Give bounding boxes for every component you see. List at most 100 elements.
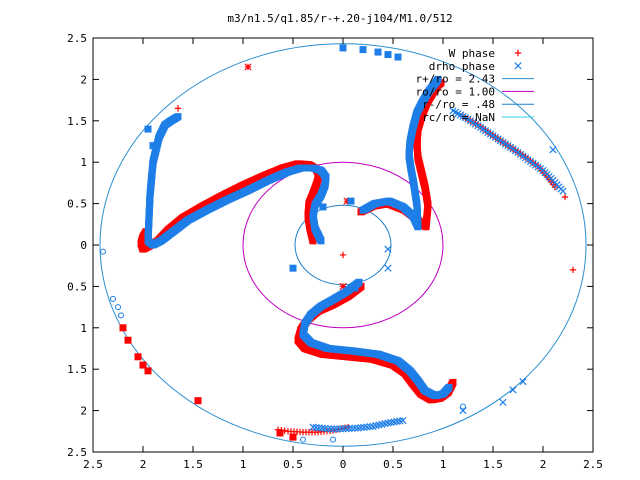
legend-label-2: r+/ro = 2.43 — [416, 73, 495, 86]
series-0-outlier-3 — [561, 193, 569, 201]
series-1-outlier-2 — [115, 304, 121, 311]
series-1-outlier-11 — [384, 264, 392, 272]
legend-label-1: drho phase — [429, 60, 495, 73]
series-0-outlier-7 — [289, 433, 297, 441]
series-0-outlier-9 — [339, 282, 347, 290]
series-1-arm-2-tail-16 — [357, 424, 365, 432]
circle-1 — [242, 161, 444, 329]
series-0-outlier-12 — [139, 361, 147, 369]
series-1-outlier-5 — [144, 125, 152, 133]
series-1 — [100, 44, 567, 443]
series-1-arm-2-tail-9 — [336, 425, 344, 433]
y-tick-label-2: 1.5 — [67, 115, 87, 128]
series-1-outlier-14 — [359, 46, 367, 54]
series-0-outlier-1 — [174, 105, 182, 112]
series-1-arm-2-tail-17 — [360, 423, 368, 431]
series-1-arm-2-tail-19 — [366, 423, 374, 431]
series-1-outlier-3 — [118, 312, 124, 319]
series-1-arm-2-tail-4 — [321, 424, 329, 433]
series-0-outlier-8 — [343, 197, 351, 205]
data-points — [100, 44, 577, 443]
series-1-outlier-16 — [384, 51, 392, 59]
series-0-outlier-14 — [119, 324, 127, 332]
chart-title: m3/n1.5/q1.85/r-+.20-j104/M1.0/512 — [227, 12, 452, 25]
series-1-arm-2-tail-6 — [327, 425, 335, 433]
y-tick-label-6: 0.5 — [67, 280, 87, 293]
series-1-outlier-15 — [374, 48, 382, 56]
series-0-outlier-0 — [244, 63, 252, 71]
y-tick-label-0: 2.5 — [67, 32, 87, 45]
series-1-arm-2-tail-0 — [309, 423, 317, 431]
series-1-outlier-19 — [319, 203, 327, 211]
series-1-arm-2-tail-3 — [318, 424, 326, 432]
series-1-outlier-23 — [300, 436, 306, 443]
series-1-arm-2-tail-8 — [333, 425, 341, 433]
plot-frame — [92, 37, 594, 453]
x-tick-label-9: 2 — [540, 458, 547, 471]
y-tick-label-8: 1.5 — [67, 363, 87, 376]
series-0-outlier-13 — [144, 367, 152, 375]
y-tick-label-9: 2 — [80, 405, 87, 418]
series-1-outlier-18 — [347, 197, 355, 205]
x-tick-label-1: 2 — [140, 458, 147, 471]
series-1-arm-2-tail-11 — [342, 425, 350, 433]
legend-symbol-0 — [514, 49, 522, 57]
series-0-outlier-2 — [569, 266, 577, 274]
series-1-outlier-20 — [351, 284, 359, 292]
series-1-arm-2-tail-30 — [399, 416, 407, 425]
series-1-arm-0-point-291 — [174, 113, 182, 121]
series-1-outlier-12 — [384, 245, 392, 253]
x-tick-label-4: 0.5 — [283, 458, 303, 471]
legend-label-4: r-/ro = .48 — [422, 98, 495, 111]
series-1-outlier-7 — [499, 398, 507, 406]
series-1-outlier-8 — [509, 386, 517, 394]
legend-symbol-1 — [514, 62, 522, 70]
series-1-arm-2-tail-1 — [312, 423, 320, 432]
x-tick-label-10: 2.5 — [583, 458, 603, 471]
y-tick-label-4: 0.5 — [67, 198, 87, 211]
series-1-arm-2-tail-14 — [351, 424, 359, 432]
series-0-arm-2-point-194 — [449, 378, 457, 386]
x-tick-label-6: 0.5 — [383, 458, 403, 471]
series-1-outlier-22 — [330, 436, 336, 443]
series-0-outlier-6 — [276, 429, 284, 437]
series-1-outlier-10 — [549, 146, 557, 154]
series-1-outlier-24 — [460, 403, 466, 410]
series-1-arm-2-tail-15 — [354, 424, 362, 432]
series-1-arm-1-tail-46 — [559, 187, 567, 195]
series-1-arm-1-point-159 — [434, 75, 442, 83]
series-1-arm-2-tail-12 — [345, 424, 353, 433]
x-tick-label-7: 1 — [440, 458, 447, 471]
series-1-outlier-17 — [394, 53, 402, 61]
series-1-outlier-4 — [149, 142, 157, 150]
x-tick-label-2: 1.5 — [183, 458, 203, 471]
x-tick-label-3: 1 — [240, 458, 247, 471]
y-tick-label-5: 0 — [80, 239, 87, 252]
series-1-outlier-1 — [110, 295, 116, 302]
series-1-arm-2-tail-10 — [339, 425, 347, 433]
series-1-outlier-9 — [519, 377, 527, 386]
series-1-arm-2-point-179 — [445, 383, 453, 391]
series-1-arm-2-tail-2 — [315, 424, 323, 432]
legend-label-3: ro/ro = 1.00 — [416, 85, 495, 98]
series-0-outlier-11 — [134, 353, 142, 361]
series-1-arm-2-tail-13 — [348, 424, 356, 432]
series-1-arm-2-tail-7 — [330, 425, 338, 433]
series-1-outlier-21 — [289, 264, 297, 272]
legend-label-0: W phase — [449, 47, 495, 60]
series-0-outlier-10 — [124, 336, 132, 344]
series-0-outlier-4 — [339, 251, 347, 259]
series-1-arm-2-tail-5 — [324, 425, 332, 433]
series-0-outlier-5 — [194, 397, 202, 405]
legend-label-5: rc/ro = NaN — [422, 111, 495, 124]
axis-ticks: 2.5 2 1.5 1 0.5 0 0.5 1 1.5 2 2.52.521.510.500.511… — [67, 32, 603, 471]
x-tick-label-0: 2.5 — [83, 458, 103, 471]
series-1-outlier-0 — [100, 248, 106, 255]
y-tick-label-3: 1 — [80, 156, 87, 169]
series-0 — [119, 63, 577, 441]
y-tick-label-7: 1 — [80, 322, 87, 335]
series-1-outlier-13 — [339, 44, 347, 52]
x-tick-label-5: 0 — [340, 458, 347, 471]
